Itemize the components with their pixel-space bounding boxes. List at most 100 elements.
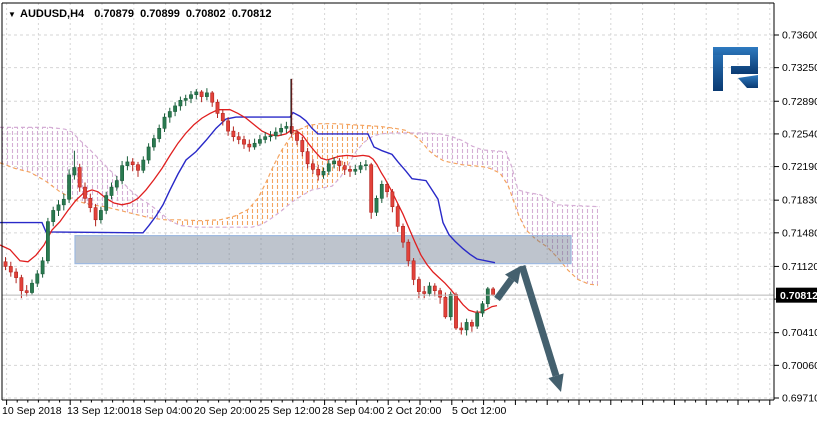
candle-body [130,161,135,166]
candle-body [348,169,352,172]
candle-body [374,198,379,213]
candle-body [56,204,61,211]
candle-body [337,160,342,166]
candle-body [88,198,93,208]
candle-body [83,186,87,199]
candle-body [120,165,125,181]
candle-body [189,94,193,99]
x-axis-label: 10 Sep 2018 [2,405,62,417]
candle-body [416,279,421,292]
candle-body [353,169,358,172]
roboforex-logo [713,47,758,91]
candle-body [257,139,262,144]
candle-body [67,174,72,200]
candle-body [310,163,315,170]
candle-body [475,312,480,327]
candle-body [199,91,204,97]
y-axis-label: 0.71830 [782,195,817,207]
candle-body [40,260,45,275]
candle-body [358,165,363,170]
candle-body [210,92,215,103]
candle-body [146,146,151,161]
candle-body [395,206,400,227]
ohlc-open: 0.70879 [94,8,134,20]
candle-body [273,131,278,137]
candle-body [491,288,496,296]
candle-body [242,139,246,145]
annotations[interactable] [2,78,774,392]
forecast-arrow-up-head [505,265,522,284]
candle-body [316,169,321,176]
candle-body [454,294,458,329]
x-axis-label: 5 Oct 12:00 [452,405,506,417]
candle-body [279,128,284,133]
candle-body [284,126,289,129]
candle-body [141,159,146,171]
x-axis-label: 2 Oct 20:00 [387,405,441,417]
candle-body [459,327,464,331]
tenkan-sen-line [0,109,498,313]
forecast-arrow-down[interactable] [518,264,560,377]
candle-body [369,164,374,213]
candle-body [485,288,490,305]
highlight-zone[interactable] [74,235,572,265]
x-axis-label: 25 Sep 12:00 [258,405,321,417]
candle-body [427,285,432,294]
ohlc-high: 0.70899 [140,8,180,20]
senkou-span-a-line [0,123,599,286]
candle-body [326,163,331,172]
symbol-dropdown-marker[interactable]: ▼ [8,10,16,19]
current-price-badge-bg [776,287,817,303]
x-axis-label: 20 Sep 20:00 [194,405,257,417]
ohlc-low: 0.70802 [186,8,226,20]
candle-body [51,210,56,222]
candlesticks [3,78,496,336]
candle-body [109,186,114,196]
candle-body [464,322,469,331]
candle-body [305,151,310,165]
candle-body [152,138,156,148]
x-axis-label: 28 Sep 04:00 [322,405,385,417]
candle-body [93,207,98,221]
candle-body [226,120,231,132]
senkou-span-b-line [0,126,601,228]
candle-body [390,191,395,208]
candle-body [30,282,34,293]
candle-body [300,140,305,152]
candle-body [157,128,162,139]
symbol-period-label: AUDUSD,H4 [20,8,85,20]
forecast-arrow-up[interactable] [494,277,515,302]
x-axis-label: 13 Sep 12:00 [67,405,130,417]
y-axis-label: 0.73600 [782,30,817,42]
y-axis-label: 0.73250 [782,62,817,74]
candle-body [99,210,103,221]
candle-body [379,184,384,199]
candle-body [432,285,437,291]
candle-body [289,126,294,134]
ichimoku-cloud-fill [168,123,415,228]
y-axis-label: 0.71120 [782,261,817,273]
grid [2,3,774,400]
candle-body [3,261,8,267]
candle-body [136,164,140,171]
candle-body [438,290,443,298]
svg-text:AUDUSD,H4 0.70879: AUDUSD,H4 0.70879 0.70899 0.70802 0.7081… [20,8,272,20]
y-axis-label: 0.72190 [782,161,817,173]
ichimoku-cloud-fill [0,127,168,220]
y-axis-label: 0.72540 [782,128,817,140]
candle-body [114,180,119,188]
x-axis-label: 18 Sep 04:00 [130,405,193,417]
candle-body [215,101,220,114]
candle-body [422,291,427,294]
candle-body [183,98,188,101]
support-zone-rectangle[interactable] [74,235,572,265]
candle-body [173,105,178,112]
ichimoku-cloud-fill [415,133,598,286]
candle-body [480,303,485,314]
candle-body [363,164,368,167]
candle-body [236,136,241,140]
candle-body [332,160,337,165]
y-axis-label: 0.70410 [782,327,817,339]
